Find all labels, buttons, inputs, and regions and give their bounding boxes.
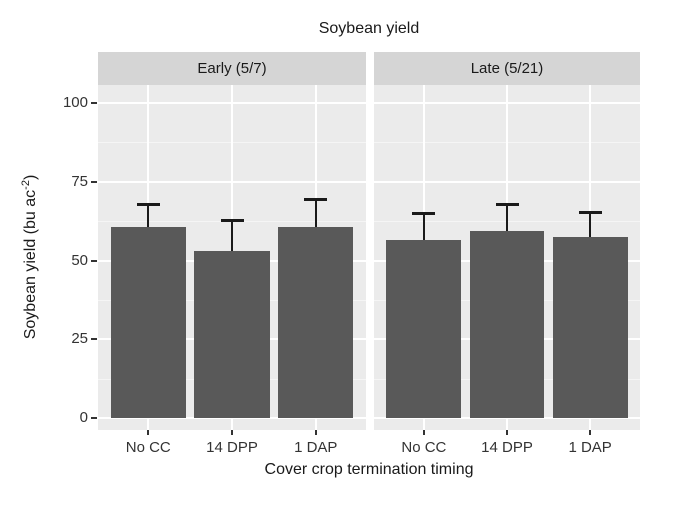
- x-tick-mark: [506, 430, 508, 435]
- error-bar-cap: [136, 202, 160, 206]
- error-bar-cap: [495, 202, 519, 206]
- bar: [278, 227, 354, 418]
- y-axis-title-prefix: Soybean yield (bu ac: [22, 189, 40, 340]
- error-bar-cap: [220, 218, 244, 222]
- x-tick-mark: [147, 430, 150, 435]
- error-bar-whisker: [231, 219, 233, 252]
- facet-strip-label: Late (5/21): [470, 60, 544, 77]
- x-tick-label: 14 DPP: [481, 439, 533, 456]
- x-tick-label: No CC: [125, 439, 171, 456]
- error-bar-whisker: [314, 199, 317, 228]
- plot-panel: [374, 85, 640, 430]
- bar: [386, 240, 462, 418]
- error-bar-whisker: [147, 203, 150, 228]
- bar: [552, 236, 628, 418]
- x-axis-title: Cover crop termination timing: [264, 461, 474, 478]
- x-tick-label: No CC: [401, 439, 447, 456]
- x-tick-mark: [589, 430, 592, 435]
- error-bar-cap: [578, 210, 602, 214]
- y-tick-mark: [91, 102, 97, 104]
- bar: [469, 230, 545, 418]
- error-bar-whisker: [589, 211, 592, 237]
- x-tick-mark: [231, 430, 233, 435]
- y-tick-label: 75: [71, 172, 88, 190]
- chart-title: Soybean yield: [318, 20, 420, 37]
- x-tick-label: 14 DPP: [206, 439, 258, 456]
- y-tick-label: 0: [79, 409, 88, 426]
- x-tick-mark: [422, 430, 425, 435]
- y-tick-mark: [91, 417, 97, 419]
- y-tick-mark: [91, 180, 97, 183]
- y-tick-mark: [91, 259, 97, 262]
- error-bar-cap: [412, 212, 436, 216]
- facet-strip-label: Early (5/7): [197, 60, 267, 77]
- plot-panel: [98, 85, 366, 430]
- x-tick-mark: [314, 430, 317, 435]
- x-tick-label: 1 DAP: [294, 439, 338, 456]
- y-tick-label: 100: [62, 94, 88, 111]
- facet-strip: Early (5/7): [98, 52, 366, 85]
- error-bar-cap: [304, 198, 328, 202]
- y-axis-title-text: Soybean yield (bu ac-2): [20, 175, 40, 340]
- y-tick-label: 25: [71, 330, 88, 348]
- y-axis-title-suffix: ): [22, 174, 40, 181]
- y-tick-mark: [91, 338, 97, 341]
- error-bar-whisker: [422, 213, 425, 241]
- y-axis-title-superscript: -2: [19, 180, 32, 190]
- x-tick-label: 1 DAP: [568, 439, 612, 456]
- bar: [110, 227, 186, 418]
- facet-strip: Late (5/21): [374, 52, 640, 85]
- error-bar-whisker: [506, 203, 508, 231]
- y-tick-label: 50: [71, 251, 88, 269]
- bar: [194, 251, 270, 418]
